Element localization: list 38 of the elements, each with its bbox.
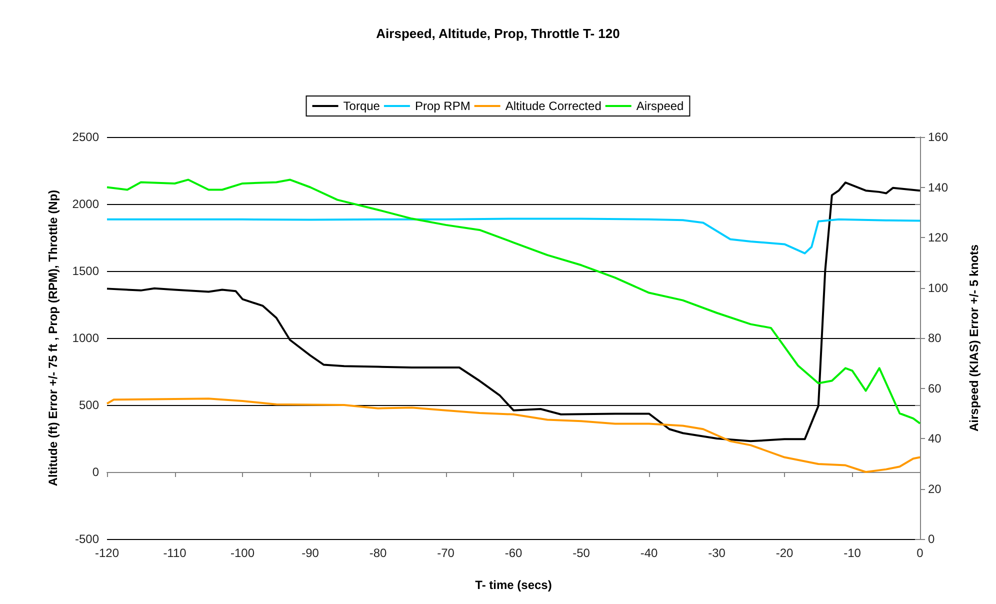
x-tick-label: -40 bbox=[640, 546, 658, 560]
y2-axis-title: Airspeed (KIAS) Error +/- 5 knots bbox=[967, 244, 981, 432]
x-tick-label: -50 bbox=[572, 546, 590, 560]
y-tick-label: 1000 bbox=[72, 331, 100, 345]
y2-tick-label: 140 bbox=[928, 180, 948, 194]
y2-tick-label: 100 bbox=[928, 280, 948, 295]
y-tick-label: 2000 bbox=[72, 197, 100, 211]
x-tick-label: -110 bbox=[163, 546, 187, 560]
x-tick-label: -100 bbox=[230, 546, 255, 560]
line-series bbox=[106, 218, 921, 254]
x-tick-label: -20 bbox=[776, 546, 794, 560]
x-tick-label: -10 bbox=[844, 546, 862, 560]
y2-tick-label: 0 bbox=[928, 532, 935, 546]
y2-tick-label: 40 bbox=[928, 432, 942, 446]
y2-tick-label: 160 bbox=[928, 130, 948, 144]
x-tick-label: -60 bbox=[504, 546, 522, 560]
y2-tick-label: 80 bbox=[928, 331, 942, 345]
x-tick-label: -90 bbox=[302, 546, 320, 560]
y2-tick-label: 120 bbox=[928, 230, 948, 244]
x-tick-label: -80 bbox=[369, 546, 387, 560]
legend-label: Prop RPM bbox=[414, 99, 470, 113]
chart-title: Airspeed, Altitude, Prop, Throttle T- 120 bbox=[376, 26, 620, 41]
x-axis-title: T- time (secs) bbox=[475, 578, 552, 592]
y-tick-label: 1500 bbox=[72, 264, 100, 278]
x-tick-label: -70 bbox=[437, 546, 455, 560]
y-tick-label: 500 bbox=[78, 398, 100, 412]
legend-label: Altitude Corrected bbox=[505, 99, 602, 113]
y2-tick-label: 20 bbox=[928, 482, 942, 496]
legend-label: Torque bbox=[343, 99, 380, 113]
x-tick-label: -120 bbox=[94, 546, 120, 560]
y-tick-label: -500 bbox=[74, 532, 100, 546]
x-tick-label: 0 bbox=[916, 546, 924, 560]
y-tick-label: 0 bbox=[92, 465, 100, 479]
legend-label: Airspeed bbox=[636, 99, 684, 113]
y2-tick-label: 60 bbox=[928, 381, 942, 396]
y-tick-label: 2500 bbox=[72, 130, 100, 144]
y-axis-title: Altitude (ft) Error +/- 75 ft , Prop (RPM), Throttle (Np) bbox=[46, 190, 60, 486]
x-tick-label: -30 bbox=[708, 546, 726, 560]
